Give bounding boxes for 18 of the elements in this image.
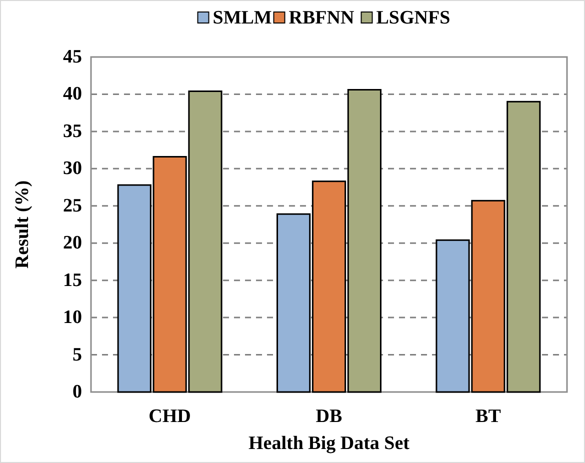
y-tick-label: 25 [63,195,82,216]
x-axis-title: Health Big Data Set [248,433,410,454]
y-tick-label: 40 [63,84,82,105]
y-axis-title: Result (%) [12,180,33,269]
x-tick-label: BT [476,406,502,427]
y-tick-label: 20 [63,232,82,254]
y-tick-label: 45 [63,46,82,68]
y-tick-label: 15 [63,270,82,291]
y-tick-label: 30 [63,158,82,180]
legend-label: LSGNFS [376,8,450,28]
y-tick-label: 0 [72,382,82,402]
legend-label: SMLM [212,8,272,28]
x-tick-label: CHD [148,406,191,427]
x-tick-label: DB [316,406,343,427]
y-tick-label: 10 [63,307,82,328]
y-tick-label: 5 [72,344,82,366]
y-tick-label: 35 [63,120,82,142]
legend-label: RBFNN [288,8,354,28]
